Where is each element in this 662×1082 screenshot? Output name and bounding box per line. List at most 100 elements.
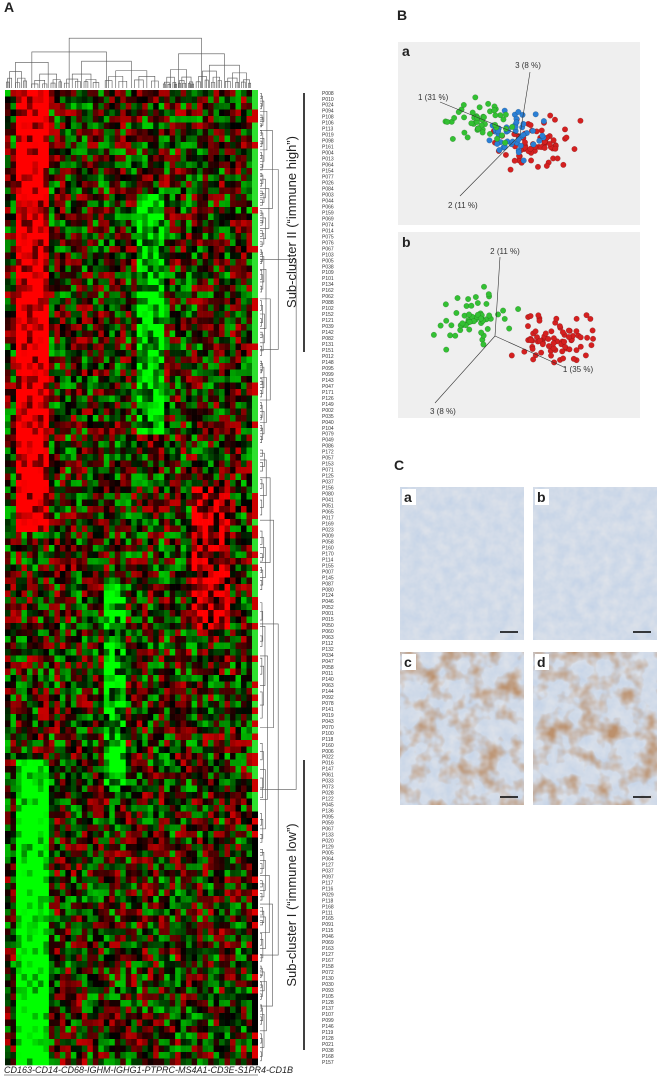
heatmap-cell xyxy=(137,597,143,604)
heatmap-cell xyxy=(76,344,82,351)
heatmap-cell xyxy=(98,734,104,741)
heatmap-cell xyxy=(230,753,236,760)
heatmap-cell xyxy=(214,344,220,351)
heatmap-cell xyxy=(186,149,192,156)
heatmap-cell xyxy=(54,597,60,604)
heatmap-cell xyxy=(186,493,192,500)
heatmap-cell xyxy=(109,285,115,292)
heatmap-cell xyxy=(181,279,187,286)
heatmap-cell xyxy=(214,409,220,416)
heatmap-cell xyxy=(87,545,93,552)
heatmap-cell xyxy=(247,500,253,507)
heatmap-cell xyxy=(93,201,99,208)
heatmap-cell xyxy=(21,220,27,227)
heatmap-cell xyxy=(225,194,231,201)
heatmap-cell xyxy=(32,415,38,422)
heatmap-cell xyxy=(82,597,88,604)
heatmap-cell xyxy=(203,558,209,565)
heatmap-cell xyxy=(186,617,192,624)
heatmap-cell xyxy=(87,487,93,494)
heatmap-cell xyxy=(153,623,159,630)
heatmap-cell xyxy=(247,129,253,136)
heatmap-cell xyxy=(10,233,16,240)
heatmap-cell xyxy=(186,805,192,812)
heatmap-cell xyxy=(5,532,11,539)
heatmap-cell xyxy=(225,604,231,611)
heatmap-cell xyxy=(98,786,104,793)
heatmap-cell xyxy=(87,688,93,695)
heatmap-cell xyxy=(153,194,159,201)
heatmap-cell xyxy=(230,558,236,565)
heatmap-cell xyxy=(230,721,236,728)
heatmap-cell xyxy=(16,519,22,526)
heatmap-cell xyxy=(181,630,187,637)
heatmap-cell xyxy=(115,97,121,104)
heatmap-cell xyxy=(60,376,66,383)
heatmap-cell xyxy=(131,480,137,487)
heatmap-cell xyxy=(32,675,38,682)
heatmap-cell xyxy=(142,714,148,721)
heatmap-cell xyxy=(109,370,115,377)
heatmap-cell xyxy=(148,227,154,234)
heatmap-cell xyxy=(54,695,60,702)
heatmap-cell xyxy=(115,545,121,552)
heatmap-cell xyxy=(208,480,214,487)
heatmap-cell xyxy=(214,376,220,383)
heatmap-cell xyxy=(109,181,115,188)
heatmap-cell xyxy=(32,285,38,292)
heatmap-cell xyxy=(164,591,170,598)
heatmap-cell xyxy=(109,194,115,201)
heatmap-cell xyxy=(181,708,187,715)
heatmap-cell xyxy=(142,604,148,611)
heatmap-cell xyxy=(10,753,16,760)
heatmap-cell xyxy=(76,734,82,741)
heatmap-cell xyxy=(137,604,143,611)
heatmap-cell xyxy=(43,662,49,669)
heatmap-cell xyxy=(109,669,115,676)
heatmap-cell xyxy=(241,181,247,188)
heatmap-cell xyxy=(32,344,38,351)
heatmap-cell xyxy=(38,344,44,351)
heatmap-cell xyxy=(16,805,22,812)
heatmap-cell xyxy=(225,266,231,273)
heatmap-cell xyxy=(214,337,220,344)
heatmap-cell xyxy=(181,415,187,422)
heatmap-cell xyxy=(142,578,148,585)
heatmap-cell xyxy=(71,649,77,656)
heatmap-cell xyxy=(159,714,165,721)
heatmap-cell xyxy=(5,266,11,273)
heatmap-cell xyxy=(16,643,22,650)
heatmap-cell xyxy=(230,643,236,650)
heatmap-cell xyxy=(65,552,71,559)
heatmap-cell xyxy=(49,116,55,123)
heatmap-cell xyxy=(5,233,11,240)
heatmap-cell xyxy=(192,474,198,481)
heatmap-cell xyxy=(27,669,33,676)
heatmap-cell xyxy=(225,207,231,214)
heatmap-cell xyxy=(21,708,27,715)
heatmap-cell xyxy=(115,305,121,312)
heatmap-cell xyxy=(10,240,16,247)
heatmap-cell xyxy=(76,669,82,676)
heatmap-cell xyxy=(27,396,33,403)
heatmap-cell xyxy=(87,272,93,279)
heatmap-cell xyxy=(54,376,60,383)
heatmap-cell xyxy=(65,604,71,611)
heatmap-cell xyxy=(43,214,49,221)
heatmap-cell xyxy=(82,467,88,474)
heatmap-cell xyxy=(148,591,154,598)
heatmap-cell xyxy=(10,552,16,559)
heatmap-cell xyxy=(181,194,187,201)
heatmap-cell xyxy=(225,714,231,721)
heatmap-cell xyxy=(54,649,60,656)
heatmap-cell xyxy=(65,630,71,637)
heatmap-cell xyxy=(10,279,16,286)
heatmap-cell xyxy=(236,337,242,344)
heatmap-cell xyxy=(170,591,176,598)
heatmap-cell xyxy=(115,480,121,487)
heatmap-cell xyxy=(49,318,55,325)
heatmap-cell xyxy=(54,773,60,780)
heatmap-cell xyxy=(54,428,60,435)
heatmap-cell xyxy=(98,441,104,448)
heatmap-cell xyxy=(170,240,176,247)
